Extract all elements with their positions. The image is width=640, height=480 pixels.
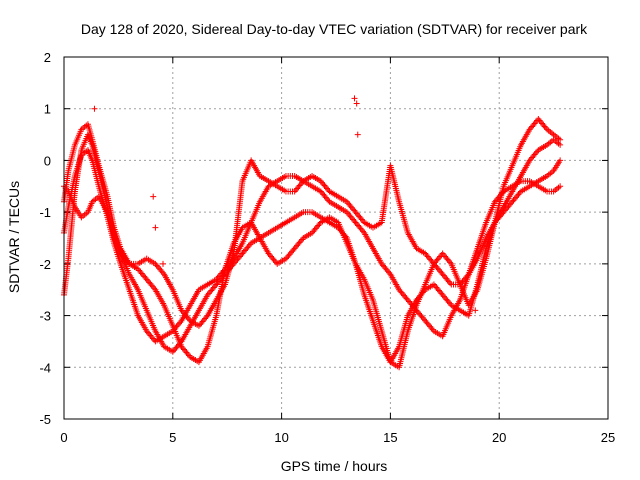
sample-marker — [325, 186, 332, 193]
y-axis-label: SDTVAR / TECUs — [6, 181, 22, 293]
data-point-outlier — [354, 131, 361, 138]
data-point-outlier — [351, 95, 358, 102]
series-trace-d — [61, 157, 564, 329]
sample-marker — [429, 326, 436, 333]
sample-marker — [499, 189, 506, 196]
sample-marker — [185, 352, 192, 359]
data-point-outlier — [160, 260, 167, 267]
y-tick-label: 2 — [44, 50, 51, 65]
data-point-outlier — [152, 224, 159, 231]
x-tick-label: 0 — [60, 430, 67, 445]
data-point-outlier — [91, 105, 98, 112]
data-point-outlier — [353, 100, 360, 107]
y-tick-label: 1 — [44, 102, 51, 117]
y-tick-label: -1 — [39, 205, 51, 220]
sample-marker — [360, 228, 367, 235]
sample-marker — [516, 189, 523, 196]
sample-marker — [325, 197, 332, 204]
sample-marker — [125, 259, 132, 266]
x-tick-label: 15 — [383, 430, 397, 445]
data-point-outlier — [472, 307, 479, 314]
sample-marker — [299, 236, 306, 243]
y-tick-label: -5 — [39, 412, 51, 427]
data-point — [557, 157, 564, 164]
x-axis-label: GPS time / hours — [281, 458, 388, 474]
y-tick-label: -4 — [39, 360, 51, 375]
chart-title: Day 128 of 2020, Sidereal Day-to-day VTE… — [81, 21, 588, 37]
sample-marker — [447, 300, 454, 307]
tick-labels: 0 5 10 15 20 25 -5 -4 -3 -2 -1 0 1 2 — [39, 50, 615, 445]
plot-frame — [63, 56, 609, 420]
series-outliers — [91, 95, 479, 314]
axis-ticks — [63, 56, 609, 420]
plot-area — [61, 95, 564, 371]
sample-marker — [246, 241, 253, 248]
sample-marker — [299, 179, 306, 186]
data-point — [557, 183, 564, 190]
data-point — [557, 141, 564, 148]
x-tick-label: 20 — [492, 430, 506, 445]
sample-marker — [542, 124, 549, 131]
x-tick-label: 25 — [601, 430, 615, 445]
sample-marker — [464, 272, 471, 279]
y-tick-label: 0 — [44, 153, 51, 168]
y-tick-label: -2 — [39, 257, 51, 272]
sample-marker — [447, 280, 454, 287]
sample-marker — [316, 220, 323, 227]
data-point-outlier — [150, 193, 157, 200]
data-point — [557, 136, 564, 143]
y-tick-label: -3 — [39, 309, 51, 324]
sample-marker — [185, 316, 192, 323]
sample-marker — [534, 148, 541, 155]
x-tick-label: 5 — [169, 430, 176, 445]
x-tick-label: 10 — [274, 430, 288, 445]
sample-marker — [447, 259, 454, 266]
sample-marker — [360, 218, 367, 225]
sample-marker — [386, 269, 393, 276]
sample-marker — [159, 269, 166, 276]
sample-marker — [151, 285, 158, 292]
sample-marker — [177, 319, 184, 326]
sample-marker — [203, 314, 210, 321]
